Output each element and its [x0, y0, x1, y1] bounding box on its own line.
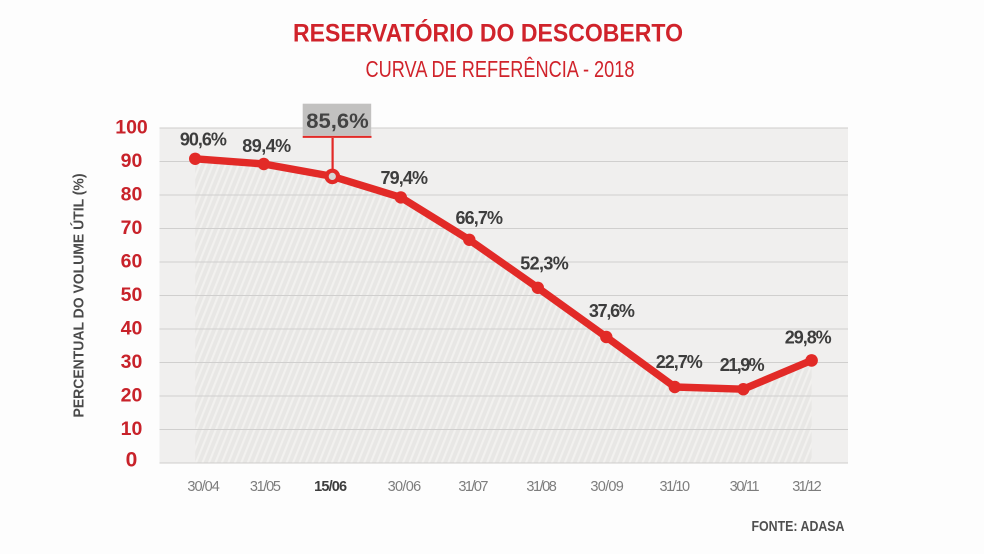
svg-text:31/07: 31/07 [458, 479, 488, 495]
svg-text:0: 0 [126, 449, 138, 472]
svg-text:30/06: 30/06 [388, 479, 422, 495]
svg-text:80: 80 [121, 184, 143, 206]
svg-text:52,3%: 52,3% [520, 253, 569, 273]
svg-text:FONTE: ADASA: FONTE: ADASA [752, 518, 845, 535]
svg-text:10: 10 [121, 418, 143, 440]
svg-text:90: 90 [121, 150, 143, 172]
svg-text:31/10: 31/10 [660, 479, 691, 495]
svg-text:CURVA DE REFERÊNCIA - 2018: CURVA DE REFERÊNCIA - 2018 [366, 56, 635, 82]
svg-text:22,7%: 22,7% [656, 352, 703, 372]
svg-text:79,4%: 79,4% [381, 168, 429, 188]
svg-text:21,9%: 21,9% [720, 355, 765, 375]
svg-text:89,4%: 89,4% [242, 136, 291, 156]
svg-text:90,6%: 90,6% [180, 129, 227, 149]
svg-text:29,8%: 29,8% [785, 328, 832, 348]
svg-text:30/09: 30/09 [590, 479, 624, 495]
svg-text:30: 30 [121, 351, 143, 373]
svg-text:40: 40 [121, 318, 143, 340]
svg-text:RESERVATÓRIO DO DESCOBERTO: RESERVATÓRIO DO DESCOBERTO [293, 18, 683, 48]
svg-text:85,6%: 85,6% [306, 109, 369, 133]
svg-text:50: 50 [121, 284, 143, 306]
svg-text:30/11: 30/11 [730, 479, 760, 495]
svg-text:20: 20 [121, 385, 143, 407]
svg-text:60: 60 [121, 251, 143, 273]
svg-text:15/06: 15/06 [314, 479, 347, 495]
svg-text:30/04: 30/04 [187, 479, 220, 495]
svg-text:100: 100 [115, 117, 148, 139]
svg-text:31/05: 31/05 [250, 479, 281, 495]
svg-text:70: 70 [121, 217, 143, 239]
svg-text:PERCENTUAL DO VOLUME ÚTIL (%): PERCENTUAL DO VOLUME ÚTIL (%) [70, 173, 88, 417]
svg-text:31/12: 31/12 [792, 479, 822, 495]
svg-text:31/08: 31/08 [526, 479, 557, 495]
svg-text:37,6%: 37,6% [589, 301, 635, 321]
svg-text:66,7%: 66,7% [456, 208, 504, 228]
